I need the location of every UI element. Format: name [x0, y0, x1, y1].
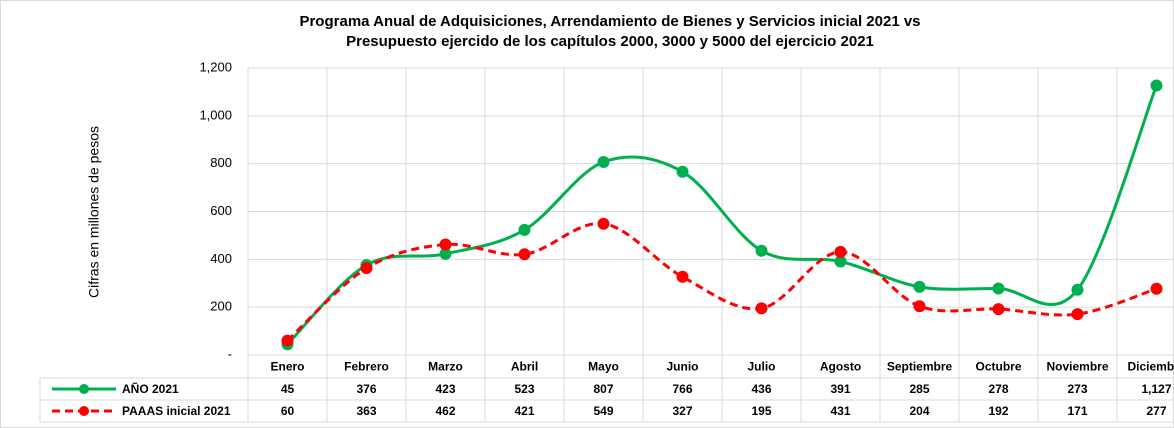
data-label: 436	[751, 382, 771, 396]
marker	[360, 262, 373, 275]
data-label: 549	[593, 404, 613, 418]
legend-label: PAAAS inicial 2021	[122, 404, 231, 418]
x-tick-label: Mayo	[588, 360, 619, 374]
x-tick-label: Agosto	[820, 360, 861, 374]
y-tick-label: 800	[210, 155, 232, 170]
marker	[439, 247, 452, 260]
marker	[676, 165, 689, 178]
marker	[281, 334, 294, 347]
data-label: 462	[435, 404, 455, 418]
data-label: 60	[281, 404, 295, 418]
data-label: 327	[672, 404, 692, 418]
y-axis-label: Cifras en millones de pesos	[86, 126, 102, 298]
y-tick-label: 600	[210, 203, 232, 218]
data-label: 204	[909, 404, 929, 418]
chart-subtitle: Presupuesto ejercido de los capítulos 20…	[346, 33, 874, 50]
data-label: 423	[435, 382, 455, 396]
data-label: 363	[356, 404, 376, 418]
data-label: 285	[909, 382, 929, 396]
data-label: 45	[281, 382, 295, 396]
data-label: 273	[1067, 382, 1087, 396]
data-label: 766	[672, 382, 692, 396]
x-tick-label: Junio	[667, 360, 699, 374]
marker	[597, 155, 610, 168]
data-label: 421	[514, 404, 534, 418]
x-tick-label: Enero	[270, 360, 304, 374]
x-tick-label: Octubre	[975, 360, 1021, 374]
marker	[834, 245, 847, 258]
marker	[518, 248, 531, 261]
data-label: 431	[830, 404, 850, 418]
x-tick-label: Febrero	[344, 360, 389, 374]
y-tick-label: 1,200	[199, 59, 232, 74]
marker	[1071, 283, 1084, 296]
y-tick-label: 1,000	[199, 107, 232, 122]
x-tick-label: Marzo	[428, 360, 463, 374]
marker	[597, 217, 610, 230]
data-label: 171	[1067, 404, 1087, 418]
marker	[913, 300, 926, 313]
x-tick-label: Abril	[511, 360, 538, 374]
data-label: 1,127	[1141, 382, 1171, 396]
data-label: 195	[751, 404, 771, 418]
marker	[755, 244, 768, 257]
marker	[439, 238, 452, 251]
y-tick-label: 200	[210, 299, 232, 314]
legend-marker	[79, 406, 89, 416]
marker	[913, 280, 926, 293]
x-tick-label: Julio	[747, 360, 775, 374]
x-tick-label: Diciembre	[1127, 360, 1174, 374]
data-label: 376	[356, 382, 376, 396]
y-tick-label: -	[228, 346, 232, 361]
legend-marker	[79, 384, 89, 394]
marker	[1071, 308, 1084, 321]
data-label: 807	[593, 382, 613, 396]
legend-label: AÑO 2021	[122, 381, 179, 396]
marker	[518, 223, 531, 236]
y-tick-label: 400	[210, 251, 232, 266]
marker	[676, 270, 689, 283]
marker	[992, 282, 1005, 295]
marker	[755, 302, 768, 315]
data-label: 277	[1146, 404, 1166, 418]
data-label: 192	[988, 404, 1008, 418]
data-label: 278	[988, 382, 1008, 396]
x-tick-label: Septiembre	[887, 360, 953, 374]
x-tick-label: Noviembre	[1046, 360, 1108, 374]
marker	[1150, 282, 1163, 295]
marker	[992, 303, 1005, 316]
marker	[1150, 79, 1163, 92]
data-label: 523	[514, 382, 534, 396]
marker	[834, 255, 847, 268]
data-label: 391	[830, 382, 850, 396]
chart-title: Programa Anual de Adquisiciones, Arrenda…	[299, 13, 920, 30]
